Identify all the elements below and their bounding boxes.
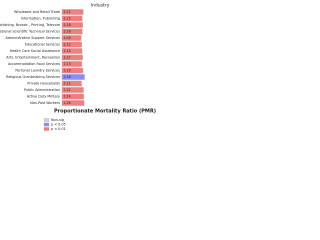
value-label: 1.15: [64, 17, 71, 21]
bar: [61, 48, 83, 54]
chart: Industry Proportionate Mortality Ratio (…: [0, 3, 156, 132]
value-label: 1.12: [64, 43, 71, 47]
category-label: Non-Paid Workers: [30, 101, 60, 105]
legend-label: p < 0.05: [51, 123, 66, 127]
bar: [61, 54, 83, 61]
bar: [61, 100, 85, 106]
bar: [61, 61, 82, 67]
bar: [61, 28, 83, 35]
legend-label: Non-sig: [51, 118, 64, 122]
bar: [61, 93, 84, 100]
value-label: 1.16: [64, 30, 71, 34]
legend-swatch: [43, 127, 50, 131]
category-label: Private Households: [27, 82, 60, 86]
value-label: 1.13: [64, 62, 71, 66]
category-label: Administrative Support Services: [5, 36, 60, 40]
category-label: Accommodation Food Services: [8, 62, 60, 66]
category-label: Information, Publishing: [21, 17, 60, 21]
legend-label: p < 0.01: [51, 127, 66, 131]
value-label: 1.28: [64, 75, 71, 79]
category-label: Arts, Entertainment, Recreation: [6, 56, 60, 60]
bar: [61, 15, 83, 22]
category-label: Personal Laundry Services: [15, 69, 60, 73]
category-label: Religious Grantmaking Services: [6, 75, 60, 79]
value-label: 1.09: [64, 36, 71, 40]
value-label: 1.24: [64, 95, 71, 99]
value-label: 1.22: [64, 88, 71, 92]
value-label: 1.14: [64, 49, 71, 53]
category-label: Health Care Social Assistance: [10, 49, 60, 53]
value-label: 1.18: [64, 23, 71, 27]
bar: [61, 41, 82, 48]
value-label: 1.21: [64, 10, 71, 14]
bar: [61, 9, 84, 15]
bar: [61, 22, 83, 28]
value-label: 1.11: [64, 82, 71, 86]
legend-swatch: [43, 122, 50, 127]
category-label: Educational Services: [25, 43, 61, 47]
x-axis-label: Proportionate Mortality Ratio (PMR): [54, 109, 156, 115]
value-label: 1.26: [64, 101, 71, 105]
category-label: Pr. Media, Publishing, Broadc., Printing…: [0, 23, 61, 27]
bar: [61, 87, 84, 93]
bar: [61, 67, 84, 74]
category-label: Public Administration: [24, 88, 60, 92]
bar: [61, 35, 82, 41]
category-label: Professional Scientific Technical Servic…: [0, 30, 60, 34]
legend-swatch: [43, 118, 50, 122]
category-label: Wholesale and Retail Trade: [14, 10, 60, 14]
category-label: Active Duty Military: [27, 95, 60, 99]
bar: [61, 80, 82, 87]
value-label: 1.17: [64, 56, 71, 60]
value-label: 1.19: [64, 69, 71, 73]
bar: [61, 74, 85, 80]
chart-title: Industry: [91, 3, 110, 9]
